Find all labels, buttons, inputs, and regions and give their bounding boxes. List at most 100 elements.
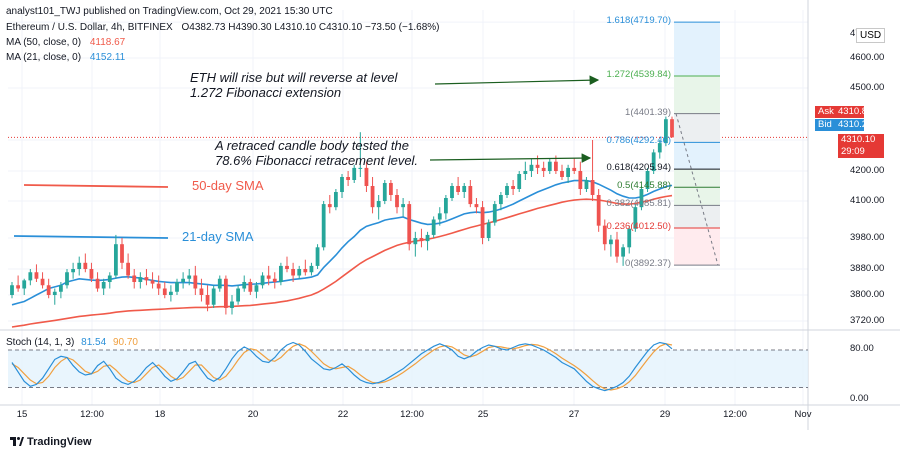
candle-body [615,239,619,257]
candle-body [211,288,216,305]
tradingview-wordmark: TradingView [27,436,92,448]
candle-body [223,278,228,308]
candle-body [352,167,357,180]
time-tick-label: 12:00 [400,409,424,420]
fib-trend-line [675,113,719,266]
ask-label: Ask [818,106,834,117]
candle-body [230,301,234,308]
price-tick-label: 3720.00 [850,315,885,326]
candle-body [553,161,558,171]
fib-zone [674,169,720,188]
candle-body [492,204,497,223]
tradingview-brand[interactable]: TradingView [10,436,92,448]
candle-body [382,183,387,201]
fib-level-label: 0.786(4292.46) [606,135,671,147]
candle-body [364,167,369,186]
ma21-legend: MA (21, close, 0) 4152.11 [6,52,125,63]
candle-body [248,282,253,292]
candle-body [346,177,351,180]
price-tick-label: 4600.00 [850,52,885,63]
candle-body [175,282,179,292]
candlesticks [10,116,674,315]
price-tick-label: 4100.00 [850,195,885,206]
candle-body [101,282,106,289]
candle-body [278,265,283,282]
stoch-tick-label: 0.00 [850,393,869,404]
candle-body [370,186,375,208]
sma21-label: 21-day SMA [182,229,254,244]
stoch-k-value: 81.54 [81,337,107,348]
candle-body [651,152,656,171]
time-tick-label: 12:00 [80,409,104,420]
bid-label: Bid [818,119,832,130]
candle-body [10,285,14,295]
stochastic-pane [8,341,808,392]
price-tick-label: 4200.00 [850,165,885,176]
stoch-tick-label: 80.00 [850,343,874,354]
candle-body [358,167,363,169]
candle-body [388,183,393,195]
candle-body [523,171,528,174]
candle-body [401,204,406,208]
eth-annotation: ETH will rise but will reverse at level … [190,70,397,100]
candle-body [266,275,271,279]
fib-level-label: 0.382(4085.81) [606,198,671,210]
candle-body [590,180,595,195]
sma50-label: 50-day SMA [192,178,264,193]
candle-body [132,275,137,282]
candle-body [480,207,485,238]
retrace-annotation-line1: A retraced candle body tested the [215,138,409,153]
candle-body [450,186,454,198]
candle-body [602,225,607,245]
time-tick-label: 27 [568,409,580,420]
candle-body [217,278,222,289]
candle-body [547,161,552,171]
stoch-legend-label: Stoch (14, 1, 3) [6,337,75,348]
candle-body [315,247,320,266]
candle-body [584,180,589,189]
candle-body [529,164,534,171]
candle-body [46,285,51,295]
candle-body [627,228,632,248]
candle-body [156,283,161,289]
candle-body [333,192,338,208]
ma21-legend-value: 4152.11 [89,52,126,63]
retrace-annotation-line2: 78.6% Fibonacci retracement level. [215,153,419,168]
symbol-name: Ethereum / U.S. Dollar, 4h, BITFINEX [6,22,173,33]
time-tick-label: 15 [16,409,28,420]
candle-body [34,272,39,279]
currency-selector[interactable]: USD [856,28,886,43]
candle-body [89,269,94,279]
price-tick-label: 4719.70 [850,28,856,39]
candle-body [77,262,82,269]
candle-body [474,204,479,208]
time-tick-label: 12:00 [723,409,747,420]
ohlc-values: O4382.73 H4390.30 L4310.10 C4310.10 −73.… [181,22,440,33]
price-tick-label: 3880.00 [850,263,885,274]
candle-body [486,222,491,238]
candle-body [578,171,583,189]
eth-annotation-line2: 1.272 Fibonacci extension [190,85,342,100]
candle-body [663,119,668,144]
ma21-line [11,179,673,306]
candle-body [541,167,546,171]
candle-body [462,186,467,192]
time-tick-label: 25 [477,409,489,420]
symbol-header: Ethereum / U.S. Dollar, 4h, BITFINEX O43… [6,22,440,33]
candle-body [272,278,277,282]
ma50-legend: MA (50, close, 0) 4118.67 [6,37,125,48]
fibonacci-zones [674,21,720,266]
candle-body [395,195,399,208]
stoch-legend: Stoch (14, 1, 3) 81.54 90.70 [6,337,138,348]
stoch-d-value: 90.70 [112,337,138,348]
retrace-annotation: A retraced candle body tested the 78.6% … [215,138,418,168]
candle-body [260,275,265,286]
candle-body [168,291,173,295]
last-price-tag: 4310.10 29:09 [838,134,884,158]
ask-value: 4310.80 [838,106,873,117]
candle-body [95,278,100,289]
candle-body [608,239,613,245]
fib-level-label: 0.618(4205.94) [606,162,671,174]
candle-body [376,201,381,208]
